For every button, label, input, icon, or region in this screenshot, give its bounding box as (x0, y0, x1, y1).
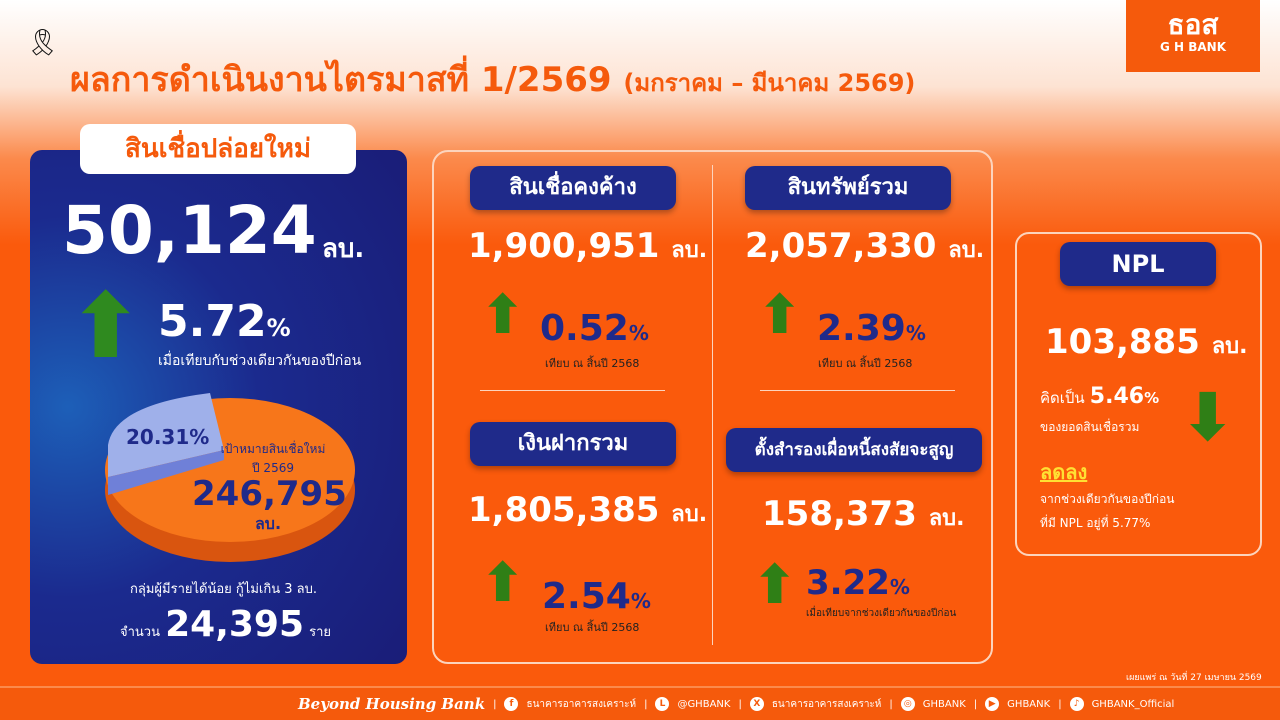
card-note: เทียบ ณ สิ้นปี 2568 (545, 621, 640, 634)
divider (760, 390, 955, 391)
pie-slice-achieved (108, 393, 224, 477)
footer-instagram[interactable]: GHBANK (922, 698, 966, 710)
card-provisions-value: 158,373 ลบ. (762, 494, 965, 534)
npl-label: NPL (1060, 242, 1216, 286)
footer-tiktok[interactable]: GHBANK_Official (1091, 698, 1175, 710)
page-title: ผลการดำเนินงานไตรมาสที่ 1/2569 (มกราคม –… (70, 52, 915, 106)
published-date: เผยแพร่ ณ วันที่ 27 เมษายน 2569 (1126, 673, 1262, 683)
npl-decrease: ลดลง (1040, 460, 1088, 484)
npl-ratio: 5.46 (1089, 384, 1145, 409)
tiktok-icon: ♪ (1069, 697, 1084, 711)
footer-x[interactable]: ธนาคารอาคารสงเคราะห์ (771, 698, 882, 710)
mourning-ribbon-icon: 🎗 (26, 28, 60, 58)
npl-line2: ที่มี NPL อยู่ที่ 5.77% (1040, 516, 1151, 530)
new-loans-value: 50,124 (62, 192, 317, 269)
arrow-up-icon: ⬆ (68, 274, 144, 379)
metrics-frame (432, 150, 993, 664)
pie-target-unit: ลบ. (255, 514, 282, 533)
footer-facebook[interactable]: ธนาคารอาคารสงเคราะห์ (526, 698, 637, 710)
count-unit: ราย (309, 625, 332, 640)
card-note: เทียบ ณ สิ้นปี 2568 (545, 357, 640, 370)
logo-text: ธอส (1167, 8, 1219, 41)
card-deposits-label: เงินฝากรวม (470, 422, 676, 466)
instagram-icon: ◎ (900, 697, 915, 711)
new-loans-unit: ลบ. (322, 234, 365, 264)
npl-line1: จากช่วงเดียวกันของปีก่อน (1040, 492, 1175, 506)
facebook-icon: f (504, 697, 519, 711)
card-total-assets-value: 2,057,330 ลบ. (745, 226, 985, 266)
card-note: เทียบ ณ สิ้นปี 2568 (818, 357, 913, 370)
percent-sign: % (266, 314, 291, 342)
footer: Beyond Housing Bank | f ธนาคารอาคารสงเคราะ… (0, 686, 1280, 720)
arrow-up-icon: ⬆ (480, 283, 526, 346)
footer-brand: Beyond Housing Bank (298, 695, 486, 713)
x-icon: X (749, 697, 764, 711)
new-loans-compare: เมื่อเทียบกับช่วงเดียวกันของปีก่อน (158, 353, 362, 369)
npl-ratio-prefix: คิดเป็น (1040, 389, 1085, 407)
npl-ratio-suffix: ของยอดสินเชื่อรวม (1040, 420, 1140, 434)
npl-panel (1015, 232, 1262, 556)
low-income-count: 24,395 (165, 604, 305, 645)
ghbank-logo: ธอส G H BANK (1126, 0, 1260, 72)
arrow-up-icon: ⬆ (752, 553, 798, 616)
pie-achieved-pct: 20.31% (126, 425, 210, 449)
title-main: ผลการดำเนินงานไตรมาสที่ 1/2569 (70, 60, 612, 100)
youtube-icon: ▶ (985, 697, 1000, 711)
title-period: (มกราคม – มีนาคม 2569) (623, 69, 916, 97)
card-outstanding-loans-value: 1,900,951 ลบ. (468, 226, 708, 266)
new-loans-growth: 5.72 (158, 296, 267, 347)
pie-target-year: ปี 2569 (252, 461, 294, 475)
arrow-up-icon: ⬆ (480, 551, 526, 614)
pie-target-value: 246,795 (192, 474, 347, 514)
count-prefix: จำนวน (120, 625, 160, 640)
arrow-up-icon: ⬆ (757, 283, 803, 346)
card-provisions-label: ตั้งสำรองเผื่อหนี้สงสัยจะสูญ (726, 428, 982, 472)
card-deposits-change: 2.54 (542, 576, 631, 617)
card-outstanding-loans-label: สินเชื่อคงค้าง (470, 166, 676, 210)
pie-target-label: เป้าหมายสินเชื่อใหม่ (220, 442, 326, 456)
line-icon: L (655, 697, 670, 711)
npl-value: 103,885 (1045, 322, 1200, 362)
footer-line[interactable]: @GHBANK (677, 698, 731, 710)
logo-sub: G H BANK (1159, 40, 1227, 54)
card-total-assets-label: สินทรัพย์รวม (745, 166, 951, 210)
divider-vertical (712, 165, 713, 645)
low-income-label: กลุ่มผู้มีรายได้น้อย กู้ไม่เกิน 3 ลบ. (130, 582, 317, 597)
target-pie-chart (105, 393, 355, 562)
card-total-assets-change: 2.39 (817, 308, 906, 349)
card-provisions-change: 3.22 (806, 563, 890, 603)
divider (480, 390, 665, 391)
new-loans-label: สินเชื่อปล่อยใหม่ (80, 124, 356, 174)
pie-slice-achieved-side (108, 450, 224, 495)
card-deposits-value: 1,805,385 ลบ. (468, 490, 708, 530)
card-note: เมื่อเทียบจากช่วงเดียวกันของปีก่อน (806, 608, 957, 619)
arrow-down-icon: ⬇ (1180, 379, 1236, 456)
card-outstanding-loans-change: 0.52 (540, 308, 629, 349)
footer-youtube[interactable]: GHBANK (1007, 698, 1051, 710)
